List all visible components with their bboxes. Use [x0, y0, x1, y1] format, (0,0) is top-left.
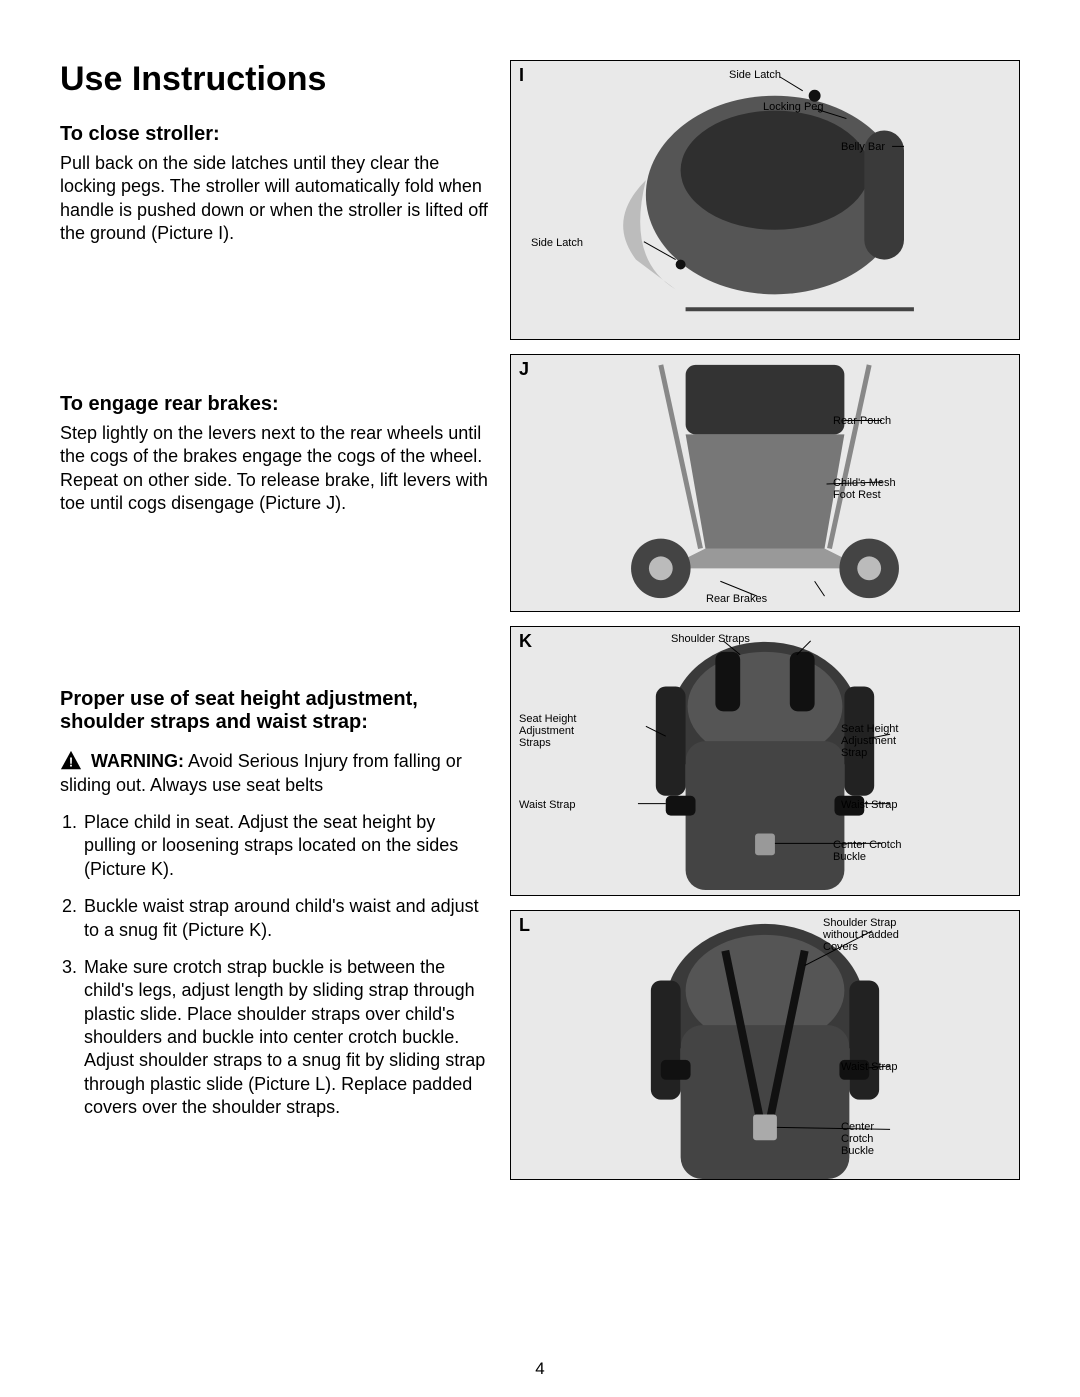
callout-side-latch-top: Side Latch	[729, 69, 781, 81]
callout-center-crotch-buckle: Center Crotch Buckle	[833, 839, 901, 863]
steps-list: Place child in seat. Adjust the seat hei…	[60, 811, 490, 1120]
section-heading: To engage rear brakes:	[60, 393, 490, 416]
figure-letter: K	[519, 631, 532, 652]
callout-waist-strap-left: Waist Strap	[519, 799, 575, 811]
callout-seat-height-left: Seat Height Adjustment Straps	[519, 713, 576, 749]
callout-waist-strap-right: Waist Strap	[841, 799, 897, 811]
callout-seat-height-right: Seat Height Adjustment Strap	[841, 723, 898, 759]
section-body: Pull back on the side latches until they…	[60, 152, 490, 246]
callout-rear-pouch: Rear Pouch	[833, 415, 891, 427]
callout-shoulder-strap-no-covers: Shoulder Strap without Padded Covers	[823, 917, 899, 953]
callout-waist-strap: Waist Strap	[841, 1061, 897, 1073]
figure-letter: J	[519, 359, 529, 380]
warning-label: WARNING:	[91, 751, 184, 771]
callout-center-crotch-buckle: Center Crotch Buckle	[841, 1121, 874, 1157]
callout-shoulder-straps: Shoulder Straps	[671, 633, 750, 645]
page-title: Use Instructions	[60, 60, 490, 99]
callout-side-latch-bottom: Side Latch	[531, 237, 583, 249]
section-heading: Proper use of seat height adjustment, sh…	[60, 688, 490, 734]
page-number: 4	[535, 1359, 544, 1379]
callout-locking-peg: Locking Peg	[763, 101, 824, 113]
svg-text:!: !	[69, 754, 73, 769]
section-heading: To close stroller:	[60, 123, 490, 146]
figure-i: I Side Latch Locking Peg Bell	[510, 60, 1020, 340]
list-item: Place child in seat. Adjust the seat hei…	[82, 811, 490, 881]
list-item: Buckle waist strap around child's waist …	[82, 895, 490, 942]
figure-illustration	[511, 911, 1019, 1179]
figure-k: K	[510, 626, 1020, 896]
section-close-stroller: To close stroller: Pull back on the side…	[60, 123, 490, 353]
section-seat-adjustment: Proper use of seat height adjustment, sh…	[60, 688, 490, 1120]
figure-l: L Shoulder Strap wi	[510, 910, 1020, 1180]
figure-letter: I	[519, 65, 524, 86]
section-body: Step lightly on the levers next to the r…	[60, 422, 490, 516]
section-rear-brakes: To engage rear brakes: Step lightly on t…	[60, 393, 490, 648]
figure-illustration	[511, 627, 1019, 895]
warning-paragraph: ! WARNING: Avoid Serious Injury from fal…	[60, 750, 490, 797]
figure-letter: L	[519, 915, 530, 936]
callout-foot-rest: Child's Mesh Foot Rest	[833, 477, 896, 501]
figure-illustration	[511, 355, 1019, 611]
callout-belly-bar: Belly Bar	[841, 141, 885, 153]
warning-triangle-icon: !	[60, 750, 82, 770]
callout-rear-brakes: Rear Brakes	[706, 593, 767, 605]
list-item: Make sure crotch strap buckle is between…	[82, 956, 490, 1120]
figure-j: J Rear Pouch	[510, 354, 1020, 612]
